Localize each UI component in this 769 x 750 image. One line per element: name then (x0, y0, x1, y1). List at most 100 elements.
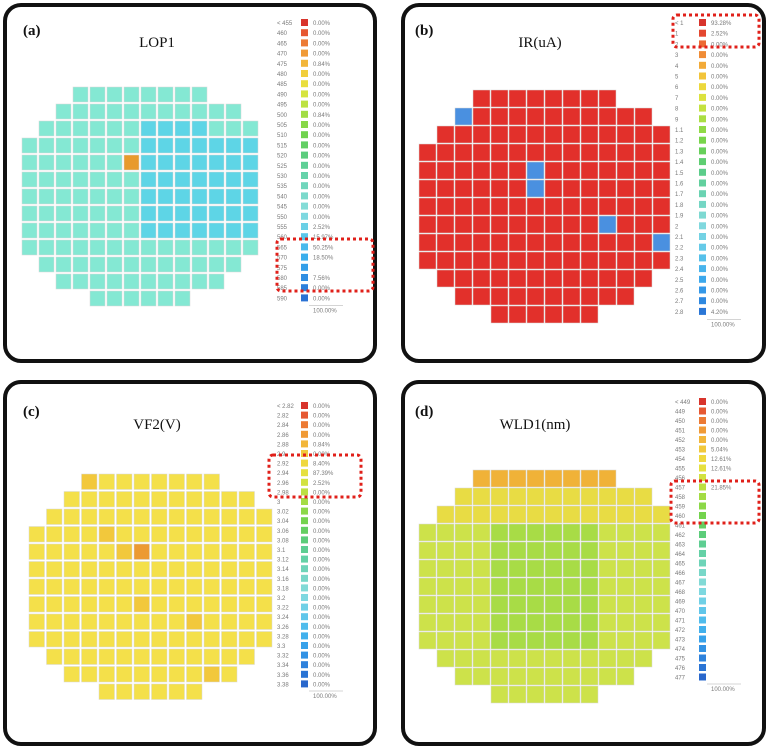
legend-swatch (699, 588, 706, 595)
wafer-die (81, 543, 98, 560)
legend-swatch (699, 398, 706, 405)
legend-swatch (301, 488, 308, 496)
wafer-die (98, 491, 115, 508)
wafer-die (81, 666, 98, 683)
wafer-cells (28, 473, 273, 700)
wafer-die (208, 256, 225, 273)
wafer-die (580, 287, 599, 306)
wafer-die (490, 287, 509, 306)
wafer-die (490, 505, 509, 524)
legend-label: 7 (675, 96, 679, 102)
legend-swatch (699, 597, 706, 605)
wafer-die (46, 578, 63, 595)
legend-swatch (699, 200, 706, 208)
wafer-die (652, 631, 671, 650)
wafer-die (98, 473, 115, 490)
legend-swatch (301, 526, 308, 534)
legend-swatch (699, 483, 706, 491)
wafer-die (490, 541, 509, 560)
legend-swatch (699, 474, 706, 481)
legend-swatch (699, 104, 706, 112)
legend-value: 0.00% (711, 117, 729, 123)
legend-swatch (699, 407, 706, 415)
legend-value: 0.00% (711, 400, 729, 406)
wafer-die (544, 595, 563, 614)
wafer-die (256, 578, 273, 595)
legend-value: 18.50% (313, 256, 334, 262)
wafer-die (174, 290, 191, 307)
legend-label: 2.5 (675, 278, 684, 284)
wafer-die (562, 107, 581, 126)
wafer-die (562, 613, 581, 632)
wafer-die (55, 273, 72, 290)
wafer-die (598, 541, 617, 560)
wafer-die (598, 505, 617, 524)
wafer-die (580, 469, 599, 488)
wafer-die (472, 469, 491, 488)
wafer-die (256, 526, 273, 543)
legend-swatch (301, 421, 308, 429)
wafer-die (123, 239, 140, 256)
legend-swatch (699, 51, 706, 59)
wafer-die (562, 251, 581, 270)
wafer-die (526, 233, 545, 252)
wafer-die (616, 125, 635, 144)
wafer-die (634, 233, 653, 252)
wafer-die (598, 269, 617, 288)
legend-value: 0.00% (313, 133, 331, 139)
legend-label: 465 (675, 562, 686, 568)
wafer-die (38, 205, 55, 222)
panel-b: (b) IR(uA) < 1 93.28% 1 2.52% 2 0.00% 3 0.00% 4 0… (401, 3, 766, 363)
legend-label: 3.02 (277, 510, 289, 516)
wafer-die (472, 487, 491, 506)
wafer-die (208, 188, 225, 205)
wafer-die (133, 683, 150, 700)
legend-swatch (301, 661, 308, 669)
wafer-die (151, 683, 168, 700)
legend-value: 0.00% (711, 267, 729, 273)
legend-value: 0.00% (313, 500, 331, 506)
wafer-die (133, 666, 150, 683)
wafer-die (598, 613, 617, 632)
legend-value: 0.00% (711, 128, 729, 134)
panel-tag: (b) (415, 23, 434, 39)
legend-label: 6 (675, 85, 679, 91)
legend-label: 3.26 (277, 625, 289, 631)
legend-swatch (301, 536, 308, 544)
wafer-die (168, 561, 185, 578)
wafer-die (225, 137, 242, 154)
wafer-die (454, 667, 473, 686)
legend-label: 2.4 (675, 267, 684, 273)
wafer-die (598, 215, 617, 234)
wafer-die (208, 137, 225, 154)
wafer-die (168, 613, 185, 630)
legend-swatch (699, 168, 706, 176)
wafer-die (174, 103, 191, 120)
legend-swatch (699, 521, 706, 529)
legend-value: 0.00% (711, 214, 729, 220)
legend-value: 0.00% (711, 410, 729, 416)
wafer-die (21, 137, 38, 154)
wafer-die (580, 215, 599, 234)
legend-swatch (301, 29, 308, 37)
wafer-die (242, 154, 259, 171)
wafer-die (157, 256, 174, 273)
legend-label: 1.5 (675, 171, 684, 177)
legend-swatch (301, 274, 308, 281)
wafer-die (544, 523, 563, 542)
legend-swatch (301, 402, 308, 409)
wafer-die (106, 273, 123, 290)
legend-value: 0.00% (313, 143, 331, 149)
wafer-die (526, 595, 545, 614)
wafer-die (123, 205, 140, 222)
legend-value: 0.00% (711, 149, 729, 155)
wafer-die (526, 631, 545, 650)
wafer-die (508, 559, 527, 578)
legend-value: 5.04% (711, 448, 729, 454)
legend-label: 3.3 (277, 644, 286, 650)
wafer-die (472, 251, 491, 270)
legend-label: 480 (277, 72, 288, 78)
wafer-die (191, 171, 208, 188)
legend-label: 3.22 (277, 606, 289, 612)
wafer-die (634, 649, 653, 668)
